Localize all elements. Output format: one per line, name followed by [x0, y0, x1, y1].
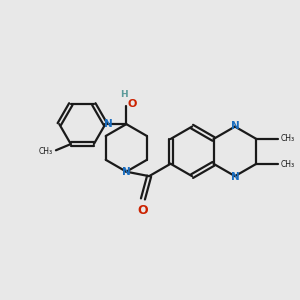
Text: N: N — [231, 172, 239, 182]
Text: O: O — [127, 98, 136, 109]
Text: N: N — [104, 119, 113, 129]
Text: H: H — [120, 90, 128, 99]
Text: CH₃: CH₃ — [281, 134, 295, 143]
Text: N: N — [122, 167, 131, 177]
Text: CH₃: CH₃ — [38, 147, 52, 156]
Text: CH₃: CH₃ — [281, 160, 295, 169]
Text: O: O — [138, 204, 148, 217]
Text: N: N — [231, 121, 239, 131]
